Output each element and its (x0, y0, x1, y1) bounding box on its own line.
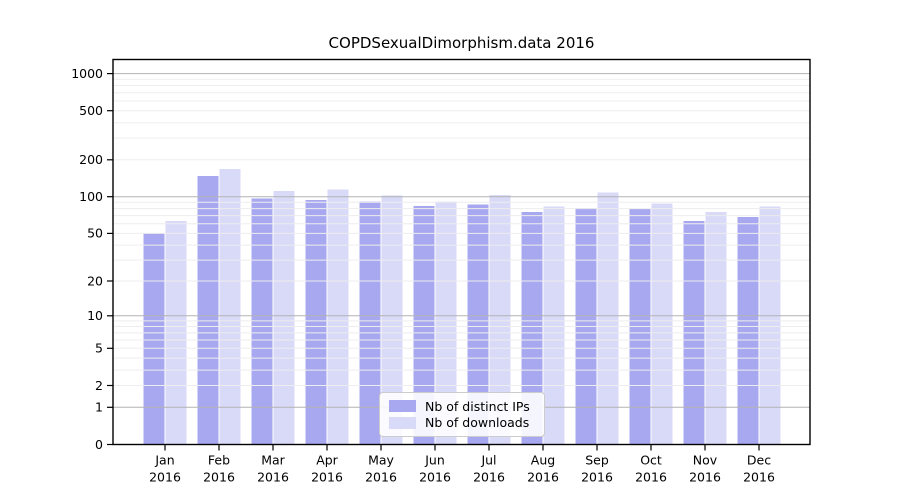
legend-swatch-downloads (389, 416, 416, 429)
x-tick-label-year: 2016 (311, 470, 343, 485)
x-tick-label-year: 2016 (149, 470, 181, 485)
x-tick-label-year: 2016 (581, 470, 613, 485)
y-tick-label: 100 (79, 189, 103, 204)
legend-item-downloads: Nb of downloads (389, 415, 535, 430)
legend-item-distinct-ips: Nb of distinct IPs (389, 399, 535, 414)
x-tick-label-year: 2016 (419, 470, 451, 485)
x-tick-label-month: Apr (316, 453, 338, 468)
y-tick-label: 500 (79, 103, 103, 118)
bar-downloads-jul (489, 195, 511, 445)
y-tick-label: 2 (95, 378, 103, 393)
x-tick-label-month: Feb (208, 453, 230, 468)
x-tick-label-month: Jun (424, 453, 445, 468)
legend-swatch-distinct-ips (389, 400, 416, 413)
bar-distinct-ips-jun (413, 206, 435, 445)
bar-distinct-ips-feb (197, 176, 219, 445)
y-tick-label: 0 (95, 437, 103, 452)
y-tick-label: 5 (95, 341, 103, 356)
bar-downloads-oct (651, 203, 673, 445)
x-tick-label-month: May (368, 453, 394, 468)
bar-downloads-sep (597, 192, 619, 445)
legend: Nb of distinct IPs Nb of downloads (379, 392, 545, 437)
x-tick-label-month: Jul (480, 453, 496, 468)
bar-downloads-may (381, 195, 403, 445)
bar-distinct-ips-may (359, 201, 381, 445)
x-tick-label-month: Oct (640, 453, 662, 468)
x-tick-label-year: 2016 (203, 470, 235, 485)
bar-downloads-aug (543, 206, 565, 445)
x-tick-label-year: 2016 (473, 470, 505, 485)
bar-downloads-dec (759, 206, 781, 445)
bar-downloads-jun (435, 201, 457, 445)
bar-distinct-ips-jul (467, 204, 489, 445)
x-tick-label-year: 2016 (257, 470, 289, 485)
x-tick-label-month: Jan (154, 453, 174, 468)
x-tick-label-year: 2016 (743, 470, 775, 485)
y-tick-label: 10 (87, 308, 103, 323)
x-tick-label-month: Nov (693, 453, 718, 468)
y-tick-label: 200 (79, 152, 103, 167)
y-tick-label: 1 (95, 400, 103, 415)
bar-distinct-ips-dec (737, 217, 759, 445)
bar-downloads-apr (327, 189, 349, 445)
x-tick-label-year: 2016 (689, 470, 721, 485)
bar-distinct-ips-aug (521, 212, 543, 445)
x-tick-label-year: 2016 (527, 470, 559, 485)
legend-label-distinct-ips: Nb of distinct IPs (425, 398, 530, 414)
bar-distinct-ips-apr (305, 200, 327, 445)
legend-label-downloads: Nb of downloads (425, 415, 530, 431)
y-tick-label: 50 (87, 226, 103, 241)
bar-distinct-ips-jan (143, 233, 165, 445)
chart-title: COPDSexualDimorphism.data 2016 (328, 34, 595, 52)
plot-border (112, 58, 811, 446)
x-tick-label-year: 2016 (365, 470, 397, 485)
bar-downloads-nov (705, 212, 727, 445)
y-tick-label: 20 (87, 273, 103, 288)
y-tick-label: 1000 (71, 66, 103, 81)
x-tick-label-month: Mar (261, 453, 285, 468)
bar-downloads-mar (273, 191, 295, 445)
x-tick-label-month: Sep (585, 453, 609, 468)
bar-downloads-feb (219, 168, 241, 445)
x-tick-label-month: Aug (531, 453, 555, 468)
x-tick-label-year: 2016 (635, 470, 667, 485)
x-tick-label-month: Dec (747, 453, 771, 468)
